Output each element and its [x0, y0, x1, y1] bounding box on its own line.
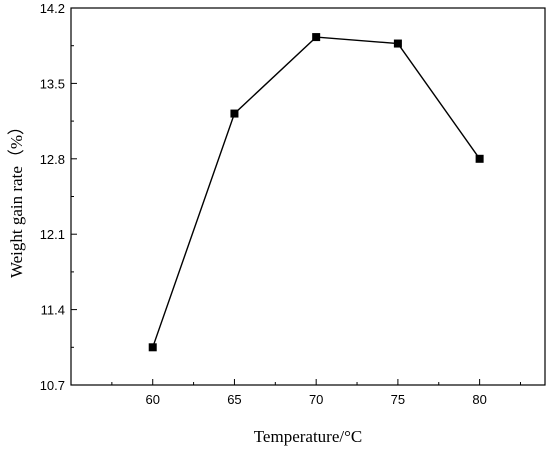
- plot-area: [70, 7, 546, 386]
- x-tick-label: 65: [227, 392, 241, 407]
- plot-border: [70, 7, 546, 386]
- x-tick-label: 75: [391, 392, 405, 407]
- y-tick-label: 12.1: [40, 227, 65, 242]
- y-axis: 10.7 11.4 12.1 12.8 13.5 14.2: [40, 1, 77, 393]
- data-point-marker: [475, 154, 484, 163]
- data-series: [148, 33, 484, 352]
- y-axis-title: Weight gain rate（%）: [7, 118, 26, 278]
- y-tick-label: 14.2: [40, 1, 65, 16]
- data-point-marker: [393, 39, 402, 48]
- y-tick-label: 13.5: [40, 76, 65, 91]
- data-point-marker: [230, 109, 239, 118]
- y-tick-label: 11.4: [41, 303, 65, 318]
- data-point-marker: [312, 33, 321, 42]
- x-tick-label: 80: [472, 392, 486, 407]
- x-axis: 60 65 70 75 80: [111, 379, 521, 407]
- y-tick-label: 12.8: [40, 152, 65, 167]
- series-line: [152, 36, 481, 348]
- y-tick-label: 10.7: [40, 378, 65, 393]
- data-point-marker: [148, 343, 157, 352]
- x-tick-label: 60: [145, 392, 159, 407]
- x-axis-title: Temperature/°C: [254, 427, 363, 446]
- x-tick-label: 70: [309, 392, 323, 407]
